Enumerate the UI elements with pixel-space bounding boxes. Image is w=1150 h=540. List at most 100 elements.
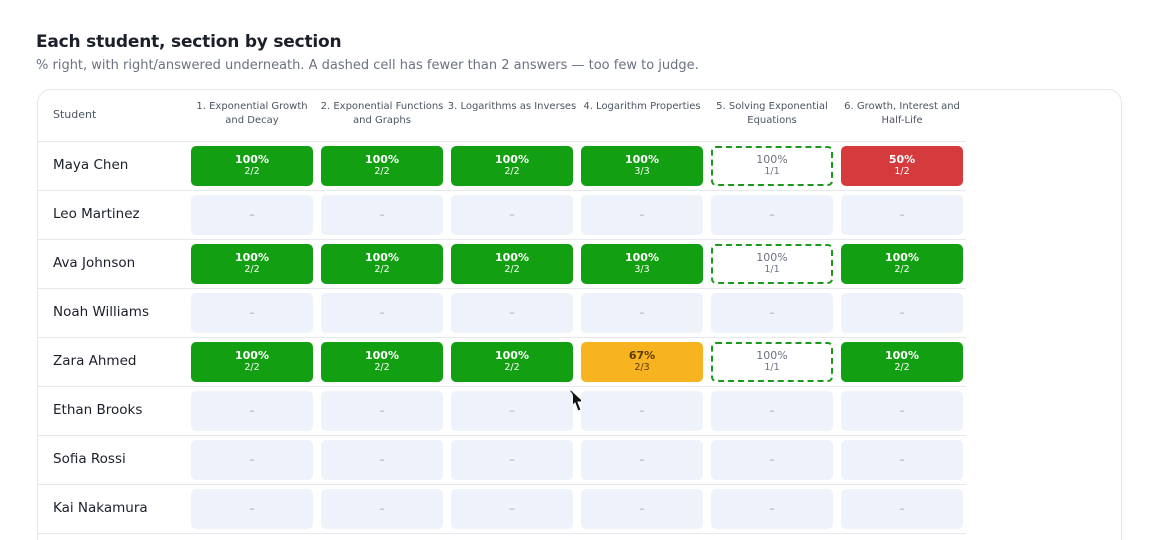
title: Each student, section by section: [36, 32, 342, 52]
score-cell: –: [191, 489, 313, 529]
score-cell: –: [581, 391, 703, 431]
no-data: –: [509, 208, 515, 221]
no-data: –: [379, 404, 385, 417]
no-data: –: [639, 453, 645, 466]
score-cell: –: [581, 440, 703, 480]
percent: 100%: [495, 349, 529, 362]
score-cell: –: [711, 440, 833, 480]
no-data: –: [249, 502, 255, 515]
student-name: Zara Ahmed: [53, 353, 137, 369]
score-cell: –: [321, 440, 443, 480]
percent: 100%: [235, 251, 269, 264]
score-cell: 100% 2/2: [321, 146, 443, 186]
score-cell: –: [191, 293, 313, 333]
score-cell: –: [451, 195, 573, 235]
row-divider: [38, 435, 966, 436]
score-cell: –: [321, 391, 443, 431]
student-name: Ava Johnson: [53, 255, 136, 271]
subtitle: % right, with right/answered underneath.…: [36, 58, 699, 73]
no-data: –: [509, 453, 515, 466]
score-cell: –: [451, 440, 573, 480]
score-cell: –: [711, 293, 833, 333]
score-cell: –: [841, 391, 963, 431]
score-cell: –: [711, 391, 833, 431]
score-cell: –: [841, 440, 963, 480]
percent: 100%: [495, 153, 529, 166]
no-data: –: [899, 453, 905, 466]
score-cell: 100% 1/1: [711, 146, 833, 186]
no-data: –: [509, 404, 515, 417]
score-cell: –: [711, 195, 833, 235]
row-divider: [38, 484, 966, 485]
score-cell: 100% 1/1: [711, 342, 833, 382]
column-header: 3. Logarithms as Inverses: [447, 101, 577, 112]
score-cell: –: [191, 391, 313, 431]
percent: 50%: [888, 153, 916, 166]
no-data: –: [379, 306, 385, 319]
no-data: –: [249, 453, 255, 466]
score-cell: –: [581, 195, 703, 235]
no-data: –: [639, 208, 645, 221]
fraction: 2/2: [244, 166, 260, 177]
score-cell: –: [321, 489, 443, 529]
no-data: –: [249, 404, 255, 417]
percent: 100%: [235, 153, 269, 166]
no-data: –: [769, 453, 775, 466]
fraction: 2/2: [244, 362, 260, 373]
fraction: 2/2: [894, 362, 910, 373]
score-cell: –: [451, 489, 573, 529]
score-cell: 67% 2/3: [581, 342, 703, 382]
fraction: 2/2: [244, 264, 260, 275]
score-cell: –: [451, 293, 573, 333]
student-name: Sofia Rossi: [53, 451, 126, 467]
fraction: 2/2: [504, 264, 520, 275]
no-data: –: [769, 306, 775, 319]
row-divider: [38, 386, 966, 387]
score-cell: –: [581, 293, 703, 333]
fraction: 2/2: [504, 362, 520, 373]
column-header: Student: [53, 108, 97, 121]
score-cell: –: [581, 489, 703, 529]
score-cell: –: [451, 391, 573, 431]
score-cell: 100% 1/1: [711, 244, 833, 284]
percent: 100%: [885, 349, 919, 362]
no-data: –: [769, 208, 775, 221]
score-cell: –: [321, 195, 443, 235]
score-cell: 100% 2/2: [191, 146, 313, 186]
score-cell: 100% 2/2: [321, 244, 443, 284]
score-cell: 50% 1/2: [841, 146, 963, 186]
student-name: Ethan Brooks: [53, 402, 143, 418]
no-data: –: [769, 404, 775, 417]
score-cell: 100% 2/2: [451, 244, 573, 284]
percent: 100%: [756, 153, 788, 166]
score-cell: –: [841, 195, 963, 235]
score-cell: 100% 2/2: [321, 342, 443, 382]
score-cell: 100% 3/3: [581, 146, 703, 186]
score-cell: –: [841, 293, 963, 333]
fraction: 3/3: [634, 264, 650, 275]
row-divider: [38, 533, 966, 534]
percent: 100%: [495, 251, 529, 264]
score-cell: –: [191, 440, 313, 480]
fraction: 2/2: [504, 166, 520, 177]
student-name: Maya Chen: [53, 157, 129, 173]
student-name: Noah Williams: [53, 304, 149, 320]
fraction: 2/2: [374, 264, 390, 275]
fraction: 2/3: [634, 362, 650, 373]
score-cell: –: [711, 489, 833, 529]
column-header: 6. Growth, Interest and Half-Life: [844, 101, 960, 126]
score-cell: 100% 2/2: [451, 146, 573, 186]
no-data: –: [899, 502, 905, 515]
score-cell: –: [321, 293, 443, 333]
score-cell: –: [841, 489, 963, 529]
percent: 100%: [365, 349, 399, 362]
score-cell: 100% 3/3: [581, 244, 703, 284]
fraction: 1/1: [764, 362, 780, 373]
fraction: 3/3: [634, 166, 650, 177]
no-data: –: [379, 208, 385, 221]
no-data: –: [899, 208, 905, 221]
score-cell: 100% 2/2: [191, 342, 313, 382]
row-divider: [38, 190, 966, 191]
percent: 100%: [756, 349, 788, 362]
